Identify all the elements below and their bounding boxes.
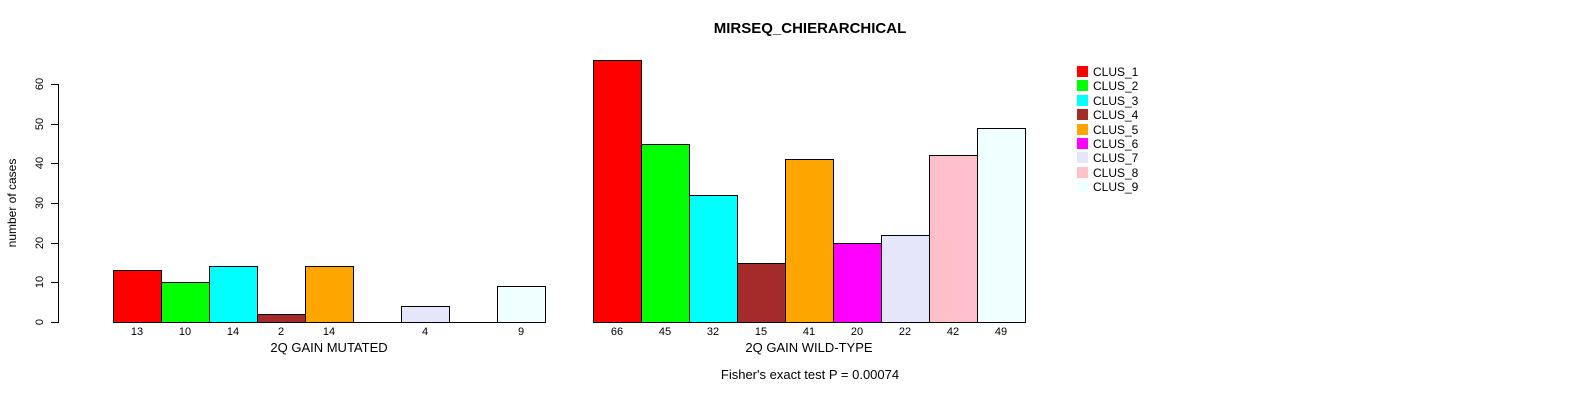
y-tick-label: 60 xyxy=(34,77,46,91)
bar-value-label: 2 xyxy=(277,326,285,338)
bar-value-label: 14 xyxy=(226,326,240,338)
x-axis-group-label: 2Q GAIN MUTATED xyxy=(270,340,388,355)
bar-value-label: 14 xyxy=(322,326,336,338)
y-tick-label: 0 xyxy=(34,318,46,326)
y-tick-mark xyxy=(51,203,58,204)
bar-clus_6-group2 xyxy=(833,242,882,323)
y-axis-label: number of cases xyxy=(5,158,19,248)
bar-value-label: 20 xyxy=(850,326,864,338)
bar-clus_4-group1 xyxy=(257,314,306,323)
legend-swatch-clus_1 xyxy=(1077,66,1088,77)
bar-clus_3-group2 xyxy=(689,195,738,323)
legend-label-clus_7: CLUS_7 xyxy=(1093,151,1139,166)
bar-value-label: 66 xyxy=(610,326,624,338)
legend-swatch-clus_4 xyxy=(1077,109,1088,121)
bar-clus_7-group2 xyxy=(881,234,930,323)
y-tick-label: 50 xyxy=(34,117,46,130)
legend-label-clus_5: CLUS_5 xyxy=(1093,122,1139,137)
legend-label-clus_4: CLUS_4 xyxy=(1093,108,1139,123)
y-tick-mark xyxy=(51,242,58,244)
bar-value-label: 10 xyxy=(178,326,192,338)
fisher-test-annotation: Fisher's exact test P = 0.00074 xyxy=(720,367,900,382)
y-tick-label: 30 xyxy=(34,196,46,210)
legend-swatch-clus_7 xyxy=(1077,152,1088,164)
legend-label-clus_9: CLUS_9 xyxy=(1093,180,1139,195)
bar-value-label: 4 xyxy=(421,326,429,338)
y-tick-label: 10 xyxy=(34,276,46,289)
legend-swatch-clus_9 xyxy=(1077,181,1088,193)
chart-title: MIRSEQ_CHIERARCHICAL xyxy=(713,20,907,37)
legend-swatch-clus_5 xyxy=(1077,123,1088,135)
bar-clus_2-group2 xyxy=(641,143,690,323)
legend-label-clus_6: CLUS_6 xyxy=(1093,137,1139,151)
bar-clus_9-group1 xyxy=(497,286,546,323)
bar-clus_5-group2 xyxy=(785,159,834,323)
bar-value-label: 41 xyxy=(802,326,816,338)
y-tick-mark xyxy=(51,322,58,323)
bar-value-label: 42 xyxy=(946,326,960,338)
bar-clus_8-group2 xyxy=(929,155,978,323)
bar-clus_1-group1 xyxy=(113,270,162,323)
legend-swatch-clus_8 xyxy=(1077,166,1088,178)
bar-value-label: 9 xyxy=(517,326,525,338)
bar-value-label: 15 xyxy=(754,326,768,338)
legend-swatch-clus_6 xyxy=(1077,138,1088,149)
y-tick-mark xyxy=(51,282,58,284)
bar-value-label: 22 xyxy=(898,326,912,338)
bar-value-label: 32 xyxy=(706,326,720,338)
bar-clus_3-group1 xyxy=(209,266,258,323)
y-tick-mark xyxy=(51,163,58,165)
bar-clus_7-group1 xyxy=(401,306,450,323)
bar-clus_9-group2 xyxy=(977,127,1026,323)
bar-value-label: 13 xyxy=(130,326,144,338)
bar-clus_4-group2 xyxy=(737,262,786,323)
legend-label-clus_3: CLUS_3 xyxy=(1093,93,1139,108)
y-tick-label: 20 xyxy=(34,236,46,249)
legend-swatch-clus_2 xyxy=(1077,80,1088,92)
y-tick-mark xyxy=(51,84,58,85)
bar-value-label: 49 xyxy=(994,326,1008,338)
legend-swatch-clus_3 xyxy=(1077,94,1088,106)
y-tick-mark xyxy=(51,123,58,125)
legend-label-clus_8: CLUS_8 xyxy=(1093,165,1139,180)
bar-clus_1-group2 xyxy=(593,60,642,323)
legend-label-clus_1: CLUS_1 xyxy=(1093,65,1139,79)
x-axis-group-label: 2Q GAIN WILD-TYPE xyxy=(745,340,873,355)
legend-label-clus_2: CLUS_2 xyxy=(1093,79,1139,94)
bar-clus_2-group1 xyxy=(161,282,210,323)
bar-value-label: 45 xyxy=(658,326,672,338)
y-tick-label: 40 xyxy=(34,157,46,170)
y-axis-line xyxy=(58,84,59,323)
bar-clus_5-group1 xyxy=(305,266,354,323)
